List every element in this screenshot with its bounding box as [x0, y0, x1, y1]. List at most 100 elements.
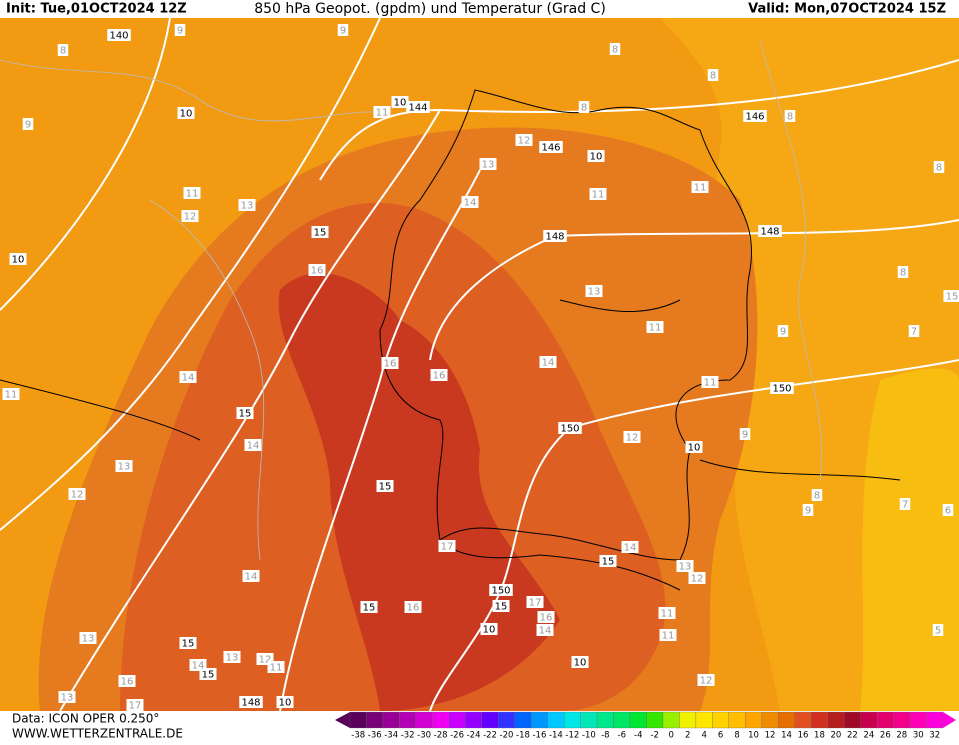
colorbar-tick-label: 26	[880, 731, 891, 741]
contour-label: 10	[279, 698, 292, 709]
colorbar-tick-label: -30	[417, 731, 431, 741]
contour-label: 11	[592, 190, 605, 201]
colorbar-swatch	[465, 712, 481, 728]
contour-label: 11	[376, 108, 389, 119]
contour-label: 11	[694, 183, 707, 194]
colorbar-swatch	[910, 712, 926, 728]
contour-label: 16	[407, 603, 420, 614]
contour-label: 13	[482, 160, 495, 171]
contour-label: 11	[661, 609, 674, 620]
colorbar-swatch	[449, 712, 465, 728]
colorbar-tick-label: 30	[913, 731, 924, 741]
contour-label: 14	[464, 198, 477, 209]
contour-label: 16	[384, 359, 397, 370]
contour-label: 148	[241, 698, 260, 709]
contour-label: 13	[679, 562, 692, 573]
colorbar-tick-label: 0	[668, 731, 673, 741]
colorbar-swatch	[399, 712, 415, 728]
contour-label: 10	[394, 98, 407, 109]
contour-label: 7	[911, 327, 917, 338]
colorbar-tick-label: -12	[565, 731, 579, 741]
colorbar-tick-label: -10	[582, 731, 596, 741]
contour-label: 9	[742, 430, 748, 441]
colorbar-swatch	[679, 712, 695, 728]
colorbar-tick-label: 14	[781, 731, 792, 741]
colorbar-swatch	[927, 712, 943, 728]
contour-label: 14	[192, 661, 205, 672]
contour-label: 16	[311, 266, 324, 277]
contour-label: 10	[483, 625, 496, 636]
colorbar-tick-label: 12	[765, 731, 776, 741]
colorbar-tick-label: -4	[634, 731, 642, 741]
contour-label: 10	[12, 255, 25, 266]
contour-label: 15	[239, 409, 252, 420]
contour-label: 140	[109, 31, 128, 42]
colorbar-swatch	[564, 712, 580, 728]
colorbar-tick-label: 20	[831, 731, 842, 741]
contour-label: 8	[612, 45, 618, 56]
contour-label: 17	[129, 701, 142, 712]
colorbar-tick-label: -36	[368, 731, 382, 741]
contour-label: 13	[82, 634, 95, 645]
colorbar-tick-label: -22	[483, 731, 497, 741]
contour-label: 17	[529, 598, 542, 609]
contour-label: 13	[241, 201, 254, 212]
colorbar-tick-label: -34	[384, 731, 398, 741]
contour-label: 9	[177, 26, 183, 37]
contour-label: 11	[662, 631, 675, 642]
colorbar-tick-label: 16	[798, 731, 809, 741]
contour-label: 150	[560, 424, 579, 435]
colorbar-swatch	[498, 712, 514, 728]
colorbar-swatch	[663, 712, 679, 728]
contour-label: 9	[340, 26, 346, 37]
colorbar-swatch	[531, 712, 547, 728]
colorbar-swatch	[515, 712, 531, 728]
contour-label: 15	[314, 228, 327, 239]
contour-label: 9	[805, 506, 811, 517]
colorbar-tick-label: -32	[401, 731, 415, 741]
contour-label: 7	[902, 500, 908, 511]
colorbar-tick-label: -26	[450, 731, 464, 741]
colorbar-swatch	[597, 712, 613, 728]
colorbar-swatch	[366, 712, 382, 728]
contour-label: 15	[363, 603, 376, 614]
colorbar-swatch	[548, 712, 564, 728]
colorbar-swatch	[778, 712, 794, 728]
colorbar-tick-label: 22	[847, 731, 858, 741]
contour-label: 13	[226, 653, 239, 664]
data-source: Data: ICON OPER 0.250°	[12, 712, 159, 726]
contour-label: 150	[772, 384, 791, 395]
colorbar-swatch	[844, 712, 860, 728]
contour-label: 12	[184, 212, 197, 223]
contour-label: 11	[270, 663, 283, 674]
contour-label: 8	[814, 491, 820, 502]
colorbar-tick-label: 6	[718, 731, 723, 741]
colorbar-tick-label: -2	[650, 731, 658, 741]
colorbar-swatch	[614, 712, 630, 728]
colorbar-swatch	[745, 712, 761, 728]
contour-label: 5	[935, 626, 941, 637]
colorbar-swatch	[811, 712, 827, 728]
colorbar-tick-label: 28	[896, 731, 907, 741]
contour-label: 12	[626, 433, 639, 444]
contour-label: 11	[5, 390, 18, 401]
contour-label: 8	[60, 46, 66, 57]
contour-label: 11	[704, 378, 717, 389]
colorbar-tick-label: 10	[748, 731, 759, 741]
contour-label: 9	[780, 327, 786, 338]
contour-label: 9	[25, 120, 31, 131]
colorbar-swatch	[647, 712, 663, 728]
contour-label: 15	[602, 557, 615, 568]
contour-label: 8	[787, 112, 793, 123]
colorbar-swatch	[630, 712, 646, 728]
contour-label: 12	[700, 676, 713, 687]
contour-label: 8	[710, 71, 716, 82]
contour-label: 10	[574, 658, 587, 669]
colorbar-swatch	[877, 712, 893, 728]
colorbar-tick-label: -14	[549, 731, 563, 741]
colorbar-tick-label: -18	[516, 731, 530, 741]
contour-label: 15	[182, 639, 195, 650]
website: WWW.WETTERZENTRALE.DE	[12, 727, 183, 741]
colorbar-swatch	[482, 712, 498, 728]
